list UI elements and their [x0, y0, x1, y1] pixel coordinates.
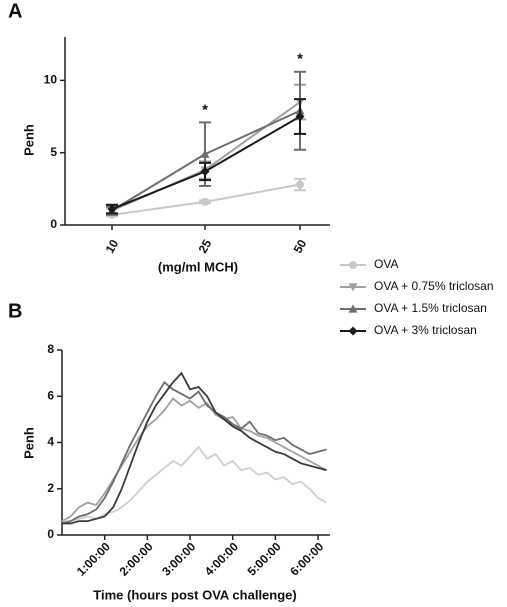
- legend-label: OVA + 1.5% triclosan: [374, 301, 487, 315]
- y-axis-title: Penh: [21, 124, 36, 156]
- x-tick-label: 50: [291, 237, 310, 256]
- y-tick-label: 10: [44, 73, 58, 87]
- x-tick-label: 5:00:00: [245, 539, 284, 578]
- series-line: [62, 445, 328, 523]
- marker: [200, 166, 210, 176]
- legend-label: OVA: [374, 257, 398, 271]
- series-line: [61, 397, 328, 522]
- x-tick-label: 25: [196, 237, 215, 256]
- y-tick-label: 5: [50, 145, 57, 159]
- series-line: [62, 371, 327, 525]
- y-tick-label: 6: [47, 388, 54, 402]
- legend-label: OVA + 3% triclosan: [374, 323, 477, 337]
- marker: [295, 112, 305, 122]
- x-axis-title: (mg/ml MCH): [158, 259, 238, 274]
- marker: [349, 261, 357, 269]
- x-tick-label: 10: [103, 237, 122, 256]
- y-tick-label: 0: [50, 217, 57, 231]
- marker: [348, 326, 358, 336]
- y-tick-label: 2: [47, 481, 54, 495]
- annotation: *: [202, 101, 208, 118]
- legend-label: OVA + 0.75% triclosan: [374, 279, 494, 293]
- marker: [200, 149, 210, 158]
- panel-label: A: [8, 0, 22, 22]
- marker: [348, 304, 358, 313]
- y-tick-label: 4: [47, 435, 54, 449]
- marker: [296, 180, 304, 189]
- y-tick-label: 0: [47, 527, 54, 541]
- y-tick-label: 8: [47, 342, 54, 356]
- marker: [201, 197, 209, 206]
- x-tick-label: 2:00:00: [117, 539, 156, 578]
- x-tick-label: 6:00:00: [287, 539, 326, 578]
- x-axis-title: Time (hours post OVA challenge): [93, 587, 296, 602]
- x-tick-label: 3:00:00: [159, 539, 198, 578]
- x-tick-label: 4:00:00: [202, 539, 241, 578]
- series-line: [61, 381, 327, 525]
- marker: [348, 283, 358, 292]
- panel-label: B: [8, 300, 22, 322]
- y-axis-title: Penh: [21, 427, 36, 459]
- annotation: *: [297, 51, 303, 68]
- marker: [107, 204, 117, 214]
- x-tick-label: 1:00:00: [74, 539, 113, 578]
